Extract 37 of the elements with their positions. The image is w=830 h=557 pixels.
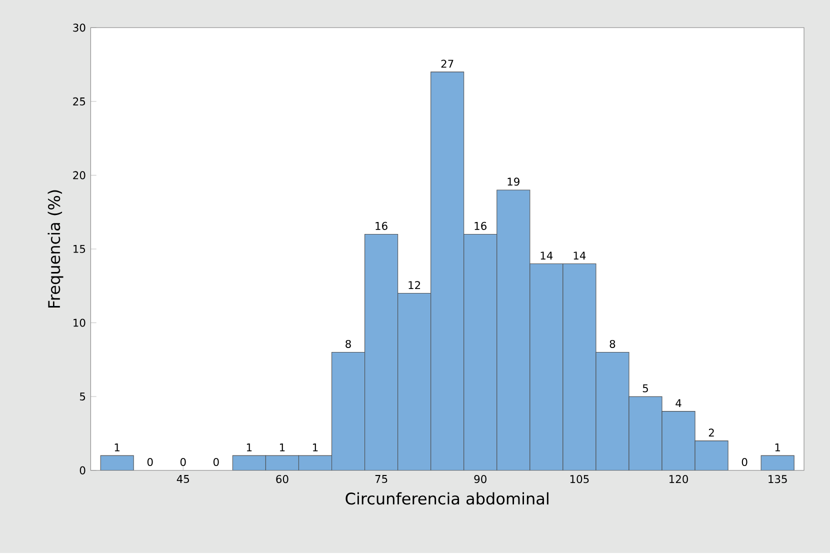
data-label: 1 [313,444,318,452]
data-label: 12 [408,281,420,289]
y-tick-label: 30 [73,24,86,32]
data-label: 5 [642,384,648,392]
data-label: 0 [147,458,153,466]
y-tick-label: 15 [74,245,86,253]
x-tick-label: 45 [176,475,189,483]
y-tick-label: 25 [73,97,86,106]
data-label: 2 [708,428,714,437]
x-axis-title: Circunferencia abdominal [346,492,548,505]
data-label: 1 [114,444,120,452]
y-tick-label: 0 [80,466,86,474]
x-tick-label: 105 [570,475,589,484]
data-label: 0 [742,458,748,466]
data-label: 0 [213,458,219,466]
y-tick-label: 5 [80,392,86,401]
x-tick-label: 75 [375,475,388,483]
data-label: 27 [441,60,454,68]
y-axis-title: Frequencia (%) [48,190,64,308]
data-label: 8 [346,340,351,348]
data-label: 0 [180,458,186,466]
data-label: 16 [376,222,388,230]
y-tick-label: 10 [74,318,86,327]
data-label: 16 [474,222,486,230]
data-label: 1 [246,444,252,452]
data-label: 1 [280,444,285,452]
x-tick-label: 90 [474,475,486,484]
x-tick-label: 135 [768,475,787,484]
data-label: 19 [508,178,520,186]
data-label: 8 [610,340,616,348]
x-tick-label: 60 [276,475,288,484]
data-label: 14 [540,252,553,260]
y-tick-label: 20 [73,171,86,180]
x-tick-label: 120 [670,475,688,484]
data-label: 4 [676,399,682,408]
data-label: 14 [574,252,586,260]
data-label: 1 [775,444,780,452]
